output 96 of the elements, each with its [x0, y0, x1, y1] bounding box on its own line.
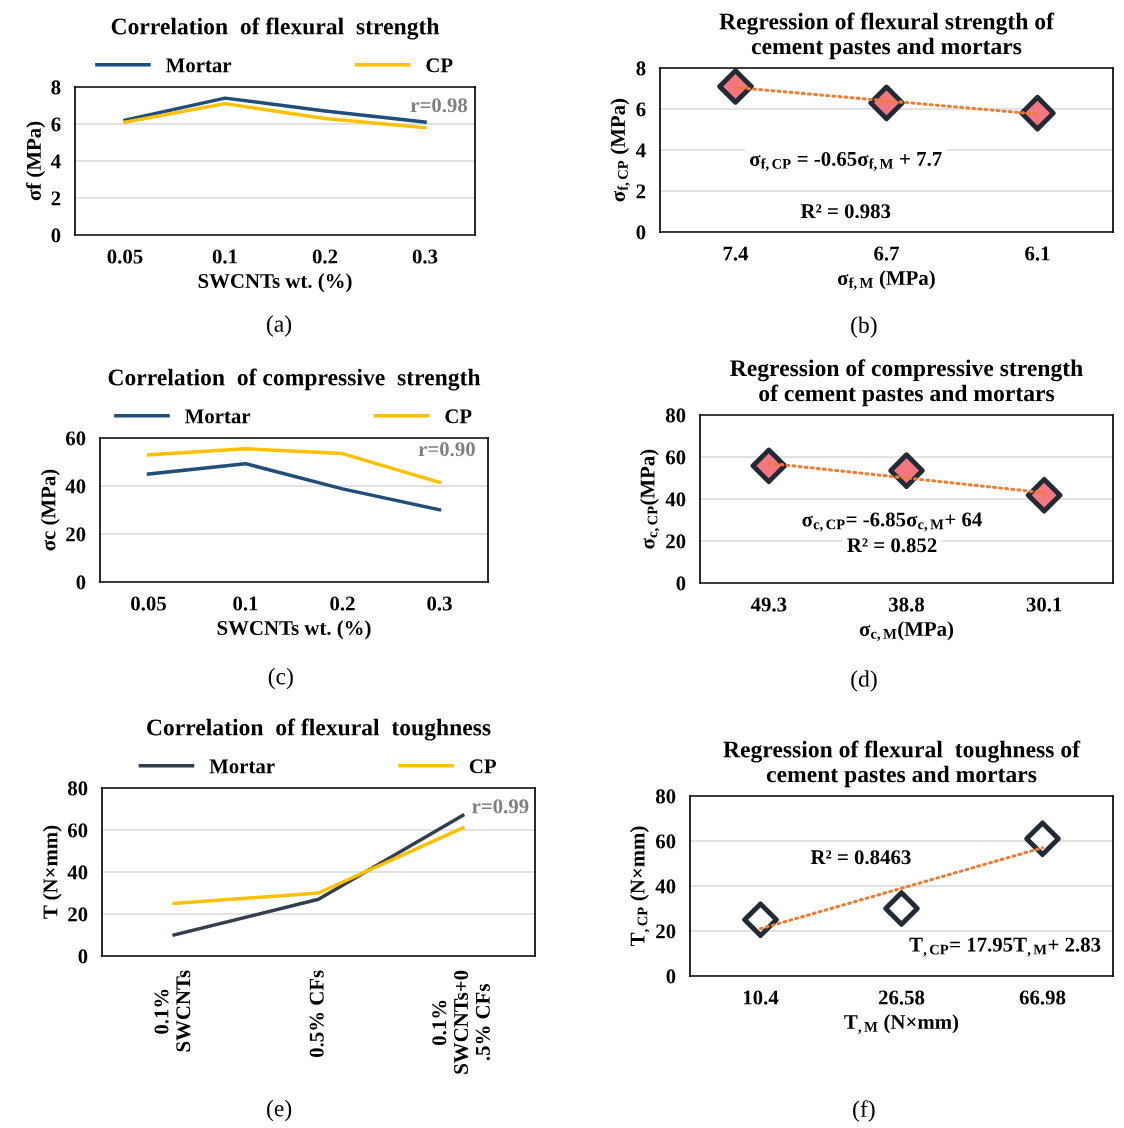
annotation: r=0.99 — [472, 799, 529, 814]
y-tick-label: 60 — [655, 834, 676, 849]
y-tick-label: 20 — [666, 534, 686, 549]
x-tick-label: 0.1% SWCNTs+0 .5% CFs — [432, 970, 490, 1074]
annotation: T$_{,CP}$= 17.95T$_{,M}$+ 2.83 — [909, 937, 1101, 957]
line-series — [146, 461, 442, 512]
annotation: σ$_{c,CP}$= -6.85σ$_{c,M}$+ 64 — [802, 512, 982, 532]
legend-label: CP — [469, 759, 497, 774]
x-axis-title: SWCNTs wt. (%) — [217, 620, 371, 640]
x-tick-label: 30.1 — [1026, 597, 1062, 612]
point — [1019, 94, 1056, 132]
y-tick-label: 60 — [67, 823, 88, 838]
point — [1024, 820, 1061, 858]
y-tick-label: 20 — [68, 907, 88, 922]
y-tick-label: 6 — [636, 102, 646, 117]
y-tick-label: 0 — [666, 969, 676, 984]
legend-label: Mortar — [185, 409, 251, 424]
x-axis-title: SWCNTs wt. (%) — [198, 273, 352, 293]
annotation: σ$_{f,CP}$ = -0.65σ$_{f,M}$ + 7.7 — [749, 151, 942, 171]
y-tick-label: 40 — [67, 865, 88, 880]
x-tick-label: 0.1 — [233, 596, 258, 611]
text: (f) — [853, 1100, 875, 1122]
y-tick-label: 20 — [66, 527, 86, 542]
legend-label: Mortar — [209, 759, 275, 774]
annotation: R² = 0.983 — [800, 204, 891, 219]
y-tick-label: 0 — [78, 949, 88, 964]
x-tick-label: 38.8 — [889, 597, 925, 612]
y-tick-label: 8 — [636, 61, 646, 76]
y-tick-label: 20 — [656, 924, 676, 939]
y-tick-label: 0 — [51, 228, 61, 243]
chart-title: Regression of compressive strength of cement pastes and mortars — [730, 359, 1083, 407]
x-tick-label: 49.3 — [750, 597, 787, 612]
text: (b) — [851, 316, 877, 338]
y-axis-title: σ$_{f,CP}$ (MPa) — [610, 98, 630, 202]
y-axis-title: T$_{,CP}$ (N×mm) — [629, 826, 650, 947]
point — [750, 447, 788, 485]
y-tick-label: 80 — [665, 408, 686, 423]
y-tick-label: 2 — [636, 184, 646, 199]
point — [883, 890, 920, 927]
x-tick-label: 0.1% SWCNTs — [154, 970, 191, 1052]
x-tick-label: 6.1 — [1025, 246, 1050, 261]
chart-title: Regression of flexural toughness of cement pastes and mortars — [723, 740, 1081, 788]
text: (c) — [268, 667, 293, 690]
y-axis-title: σf (MPa) — [26, 121, 46, 201]
chart-title: Regression of flexural strength of cement pastes and mortars — [719, 12, 1055, 60]
y-tick-label: 80 — [67, 781, 88, 796]
y-tick-label: 0 — [676, 576, 686, 591]
point — [742, 901, 779, 939]
annotation: R² = 0.8463 — [810, 850, 911, 865]
x-tick-label: 66.98 — [1019, 990, 1066, 1005]
text: (e) — [267, 1099, 292, 1122]
y-tick-label: 0 — [636, 225, 646, 240]
text: (a) — [266, 315, 292, 337]
y-tick-label: 60 — [65, 431, 86, 446]
x-axis-title: σ$_{f,M}$ (MPa) — [837, 270, 935, 290]
point — [888, 452, 925, 489]
legend-label: CP — [426, 58, 453, 73]
annotation: r=0.98 — [410, 98, 468, 113]
y-tick-label: 4 — [635, 143, 646, 158]
x-tick-label: 0.2 — [330, 596, 355, 611]
x-tick-label: 26.58 — [878, 990, 925, 1005]
y-axis-title: σc (MPa) — [40, 469, 60, 551]
y-tick-label: 80 — [655, 789, 676, 804]
y-tick-label: 6 — [51, 117, 61, 132]
x-tick-label: 0.5% CFs — [309, 970, 324, 1058]
y-axis-title: σ$_{c,CP}$(MPa) — [639, 449, 660, 549]
y-axis-title: T (N×mm) — [42, 825, 62, 919]
text: (d) — [851, 670, 877, 692]
y-tick-label: 40 — [665, 492, 686, 507]
x-tick-label: 7.4 — [723, 246, 749, 261]
y-tick-label: 4 — [50, 154, 61, 169]
chart-title: Correlation of flexural toughness — [147, 718, 491, 741]
y-tick-label: 8 — [51, 80, 61, 95]
x-tick-label: 0.1 — [212, 249, 237, 264]
point — [717, 68, 754, 105]
x-tick-label: 0.3 — [412, 249, 438, 264]
x-tick-label: 0.05 — [107, 249, 143, 264]
legend-label: Mortar — [166, 58, 232, 73]
legend-label: CP — [445, 409, 472, 424]
x-tick-label: 6.7 — [874, 246, 900, 261]
y-tick-label: 2 — [51, 191, 61, 206]
x-tick-label: 0.2 — [312, 249, 338, 264]
x-tick-label: 10.4 — [743, 990, 779, 1005]
annotation: R² = 0.852 — [847, 538, 937, 553]
y-tick-label: 40 — [655, 879, 676, 894]
y-tick-label: 40 — [65, 479, 86, 494]
x-tick-label: 0.05 — [131, 596, 166, 611]
x-tick-label: 0.3 — [427, 596, 452, 611]
y-tick-label: 0 — [76, 575, 86, 590]
chart-title: Correlation of flexural strength — [111, 17, 440, 40]
y-tick-label: 60 — [665, 450, 686, 465]
x-axis-title: T$_{,M}$ (N×mm) — [844, 1014, 959, 1034]
x-axis-title: σ$_{c,M}$(MPa) — [859, 621, 954, 641]
annotation: r=0.90 — [418, 442, 475, 457]
chart-title: Correlation of compressive strength — [108, 368, 481, 391]
point — [1025, 476, 1063, 514]
